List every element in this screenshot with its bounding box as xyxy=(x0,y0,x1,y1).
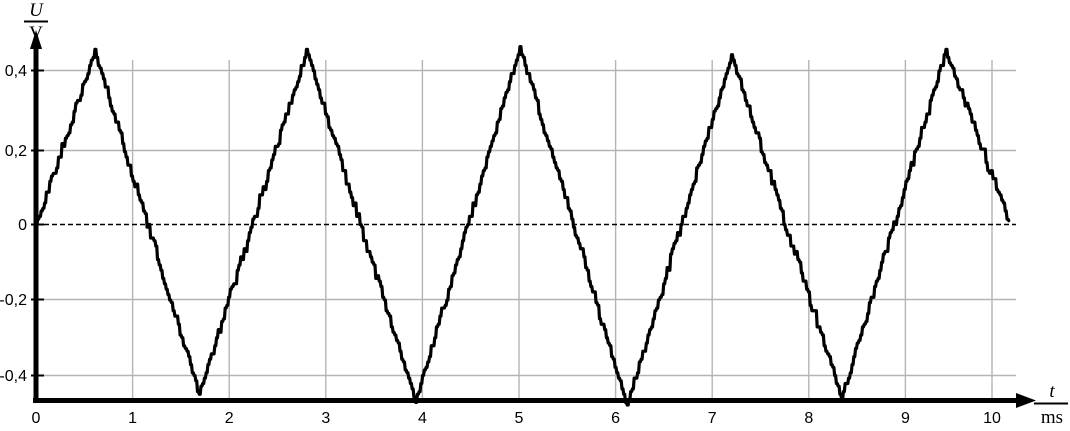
x-axis-tick-labels: 0 1 2 3 4 5 6 7 8 9 10 xyxy=(32,410,1001,427)
ytick-label-0: 0 xyxy=(18,217,27,234)
x-axis-arrow xyxy=(1016,393,1036,408)
horizontal-gridlines xyxy=(36,69,1016,377)
x-axis-label-numerator: t xyxy=(1049,381,1055,402)
vertical-gridlines xyxy=(131,60,993,400)
xtick-label-1: 1 xyxy=(128,410,137,427)
x-axis-label-denominator: ms xyxy=(1041,407,1063,428)
xtick-label-8: 8 xyxy=(804,410,813,427)
xtick-label-7: 7 xyxy=(708,410,717,427)
xtick-label-6: 6 xyxy=(611,410,620,427)
xtick-label-10: 10 xyxy=(983,410,1001,427)
y-axis-arrow xyxy=(30,30,42,49)
signal-trace xyxy=(34,45,1011,407)
xtick-label-4: 4 xyxy=(418,410,427,427)
y-axis-label-numerator: U xyxy=(29,0,44,21)
ytick-label-0.2: 0,2 xyxy=(5,143,27,160)
y-axis-ticks xyxy=(31,69,44,377)
ytick-label-neg0.4: -0,4 xyxy=(0,368,27,385)
y-axis-label: U V xyxy=(24,0,48,44)
xtick-label-2: 2 xyxy=(225,410,234,427)
ytick-label-neg0.2: -0,2 xyxy=(0,292,27,309)
y-axis-label-denominator: V xyxy=(29,23,43,44)
x-axis-label: t ms xyxy=(1034,381,1068,428)
y-axis-tick-labels: 0,4 0,2 0 -0,2 -0,4 xyxy=(0,63,27,385)
xtick-label-5: 5 xyxy=(515,410,524,427)
ytick-label-0.4: 0,4 xyxy=(5,63,27,80)
xtick-label-9: 9 xyxy=(901,410,910,427)
xtick-label-0: 0 xyxy=(32,410,41,427)
xtick-label-3: 3 xyxy=(321,410,330,427)
